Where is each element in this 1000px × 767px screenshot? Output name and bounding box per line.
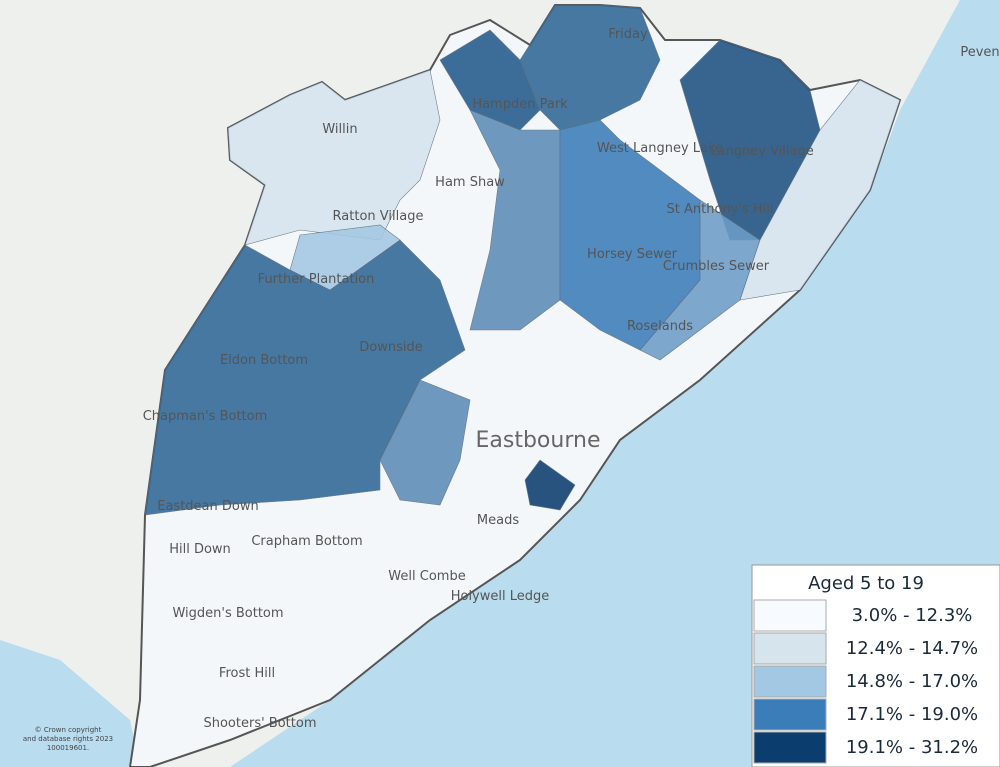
place-label: Eastdean Down	[157, 499, 258, 514]
place-label: Chapman's Bottom	[143, 409, 268, 424]
place-label: Roselands	[627, 319, 693, 334]
place-label: Well Combe	[388, 569, 465, 584]
place-label: Crapham Bottom	[251, 534, 362, 549]
legend-swatch	[753, 698, 827, 731]
place-label: Eldon Bottom	[220, 353, 308, 368]
place-label: Frost Hill	[219, 666, 275, 681]
region	[379, 379, 471, 506]
place-label: Friday	[608, 27, 648, 42]
place-label: Horsey Sewer	[587, 247, 678, 262]
place-label: Langney Village	[710, 144, 813, 159]
place-label: Downside	[359, 340, 422, 355]
place-label: Hill Down	[169, 542, 231, 557]
legend-title: Aged 5 to 19	[808, 573, 924, 594]
place-label: Wigden's Bottom	[172, 606, 283, 621]
place-label: Peven	[960, 45, 999, 60]
region	[519, 4, 661, 131]
place-label: Further Plantation	[258, 272, 375, 287]
legend-swatch	[753, 665, 827, 698]
legend-label: 17.1% - 19.0%	[846, 704, 978, 725]
place-label: Meads	[477, 513, 519, 528]
legend-label: 14.8% - 17.0%	[846, 671, 978, 692]
legend-swatch	[753, 632, 827, 665]
place-label: Crumbles Sewer	[663, 259, 770, 274]
legend-label: 12.4% - 14.7%	[846, 638, 978, 659]
place-label: Ham Shaw	[435, 175, 505, 190]
place-label: Shooters' Bottom	[203, 716, 316, 731]
region	[227, 69, 441, 246]
region	[739, 79, 901, 301]
place-label: Willin	[322, 122, 357, 137]
regions	[144, 4, 901, 516]
place-label: West Langney Lake	[597, 141, 723, 156]
place-label: Eastbourne	[476, 428, 601, 453]
legend-label: 19.1% - 31.2%	[846, 737, 978, 758]
region	[289, 224, 401, 291]
legend-swatch	[753, 731, 827, 764]
place-label: St Anthony's Hill	[667, 202, 774, 217]
region	[144, 239, 466, 516]
copyright-text: and database rights 2023	[23, 735, 113, 743]
place-label: Holywell Ledge	[451, 589, 550, 604]
copyright-text: 100019601.	[47, 744, 89, 752]
place-label: Hampden Park	[472, 97, 568, 112]
legend-swatch	[753, 599, 827, 632]
copyright-text: © Crown copyright	[35, 726, 102, 734]
place-label: Ratton Village	[333, 209, 424, 224]
sea	[0, 640, 140, 767]
region	[469, 109, 561, 331]
region	[524, 459, 576, 511]
legend-label: 3.0% - 12.3%	[852, 605, 973, 626]
